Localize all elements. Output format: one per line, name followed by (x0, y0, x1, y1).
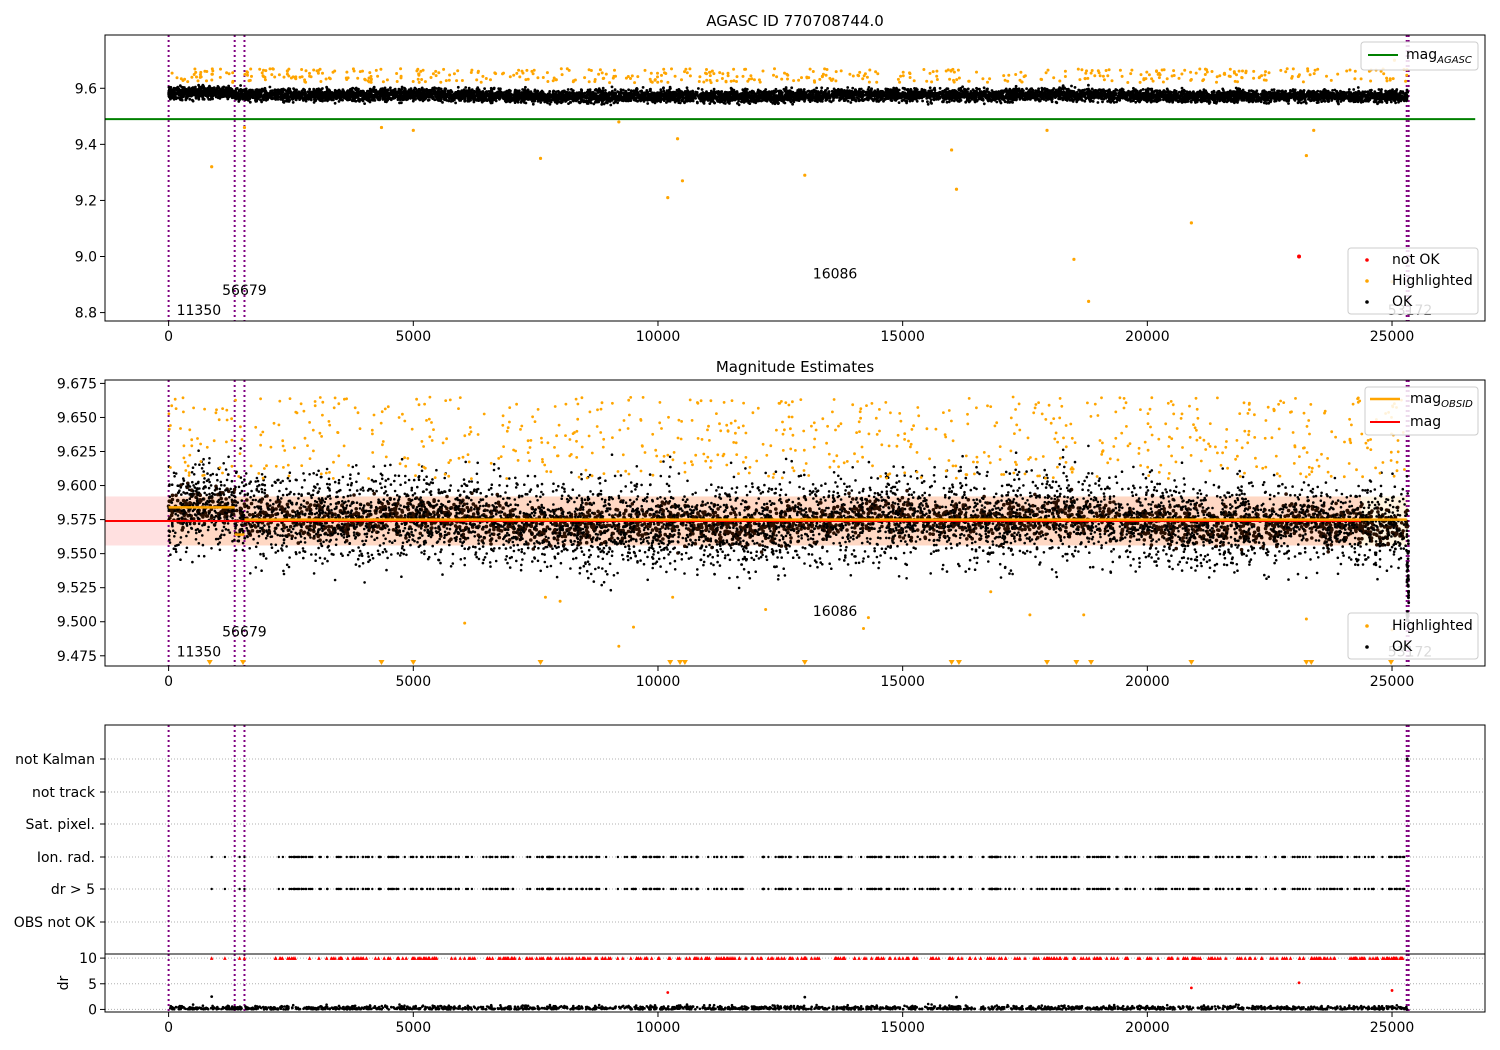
ok-point (602, 102, 606, 106)
ok-point (629, 89, 633, 92)
ok-point (254, 88, 258, 92)
ok-point (361, 99, 365, 103)
ok-point (1380, 88, 1383, 91)
ok-point (713, 101, 716, 105)
ok-point (610, 85, 614, 89)
ok-point (728, 102, 731, 105)
ok-point (849, 101, 853, 104)
ok-point (695, 100, 699, 104)
ok-point (986, 87, 989, 91)
ok-point (966, 87, 970, 91)
ok-point (1299, 101, 1303, 105)
ok-point (441, 101, 444, 104)
panel1-points (167, 58, 1410, 303)
ok-point (1090, 87, 1094, 91)
ok-point (1096, 101, 1100, 104)
ok-point (904, 99, 907, 103)
panel1-obs-lines (167, 35, 1410, 321)
ok-point (1087, 83, 1090, 87)
ok-point (1331, 89, 1334, 92)
ok-point (790, 86, 794, 90)
ok-point (1101, 100, 1104, 104)
ok-point (767, 90, 771, 93)
ok-point (341, 98, 344, 102)
ok-point (1134, 100, 1138, 104)
ok-point (700, 88, 704, 91)
ok-point (851, 86, 855, 90)
panel1-title: AGASC ID 770708744.0 (706, 12, 884, 30)
ok-point (1247, 89, 1251, 93)
ok-point (846, 99, 850, 103)
ok-point (601, 86, 605, 90)
ok-point (454, 101, 457, 105)
ok-point (697, 87, 700, 90)
ok-point (548, 90, 552, 93)
ok-point (1315, 101, 1319, 104)
ok-point (659, 88, 663, 92)
ok-point (524, 85, 527, 89)
ok-point (820, 86, 824, 90)
ok-point (1132, 86, 1135, 90)
ok-point (292, 87, 295, 90)
ok-point (1180, 86, 1184, 90)
ok-point (555, 90, 558, 94)
ok-point (1377, 88, 1381, 91)
ok-point (363, 102, 366, 105)
ok-point (774, 87, 778, 91)
ok-point (483, 87, 486, 90)
ok-point (1287, 102, 1290, 105)
ok-point (333, 101, 337, 105)
ok-point (1102, 97, 1106, 101)
ok-point (531, 102, 535, 106)
ok-point (464, 86, 468, 89)
ok-point (566, 88, 570, 91)
ok-point (357, 87, 360, 91)
agasc-magnitude-panel: AGASC ID 770708744.0 1135056679160865317… (75, 12, 1486, 345)
ok-point (1044, 99, 1048, 102)
ok-point (249, 88, 253, 92)
ok-point (921, 99, 924, 103)
ok-point (668, 85, 672, 89)
ok-point (1050, 100, 1054, 104)
ok-point (533, 88, 537, 92)
ok-point (926, 100, 929, 104)
ok-point (456, 85, 460, 89)
ok-point (613, 88, 617, 92)
ok-point (239, 84, 243, 87)
ok-point (832, 87, 836, 91)
ok-point (1025, 87, 1028, 91)
ok-point (1070, 84, 1073, 88)
ok-point (662, 86, 665, 90)
ok-point (312, 101, 316, 104)
ok-point (444, 87, 448, 91)
ok-point (982, 86, 986, 90)
ok-point (1189, 100, 1193, 104)
ok-point (604, 89, 607, 92)
